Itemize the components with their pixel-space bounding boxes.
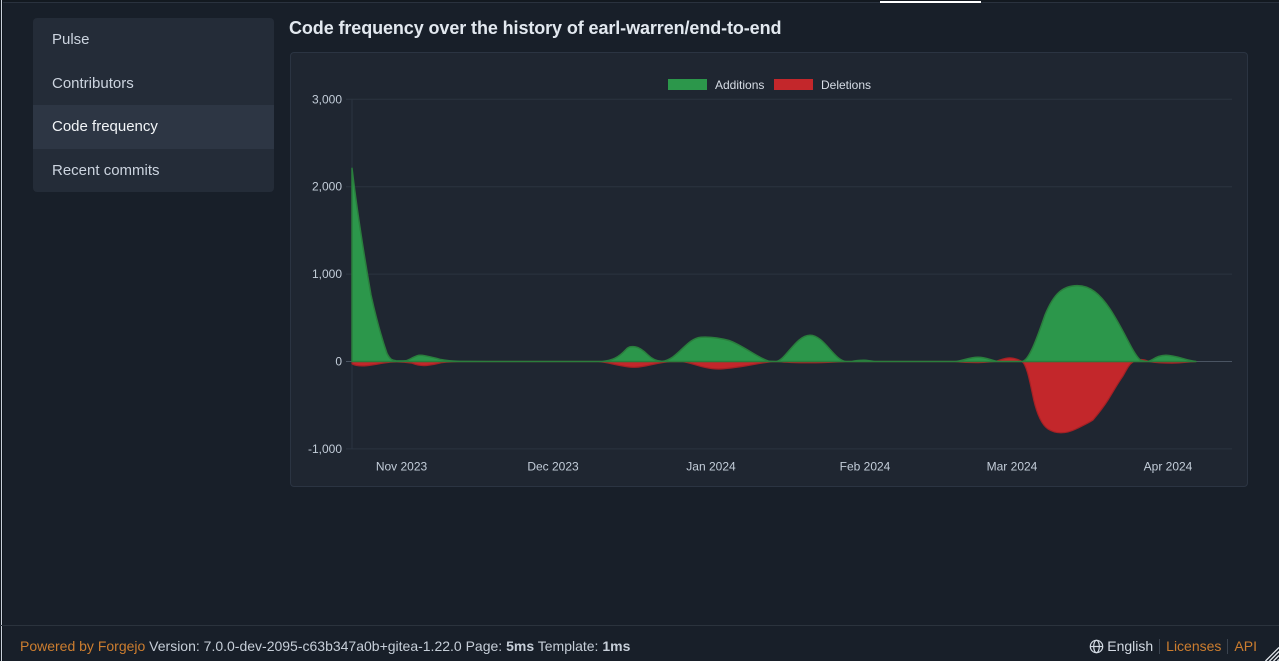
svg-text:0: 0 xyxy=(335,355,342,369)
svg-text:3,000: 3,000 xyxy=(312,92,342,106)
svg-text:2,000: 2,000 xyxy=(312,180,342,194)
svg-text:Mar 2024: Mar 2024 xyxy=(987,460,1038,474)
svg-text:Apr 2024: Apr 2024 xyxy=(1144,460,1193,474)
svg-text:-1,000: -1,000 xyxy=(308,442,342,456)
svg-text:1,000: 1,000 xyxy=(312,267,342,281)
svg-text:Feb 2024: Feb 2024 xyxy=(840,460,891,474)
svg-text:Dec 2023: Dec 2023 xyxy=(527,460,579,474)
svg-text:Additions: Additions xyxy=(715,78,764,92)
svg-text:Nov 2023: Nov 2023 xyxy=(376,460,428,474)
svg-text:Deletions: Deletions xyxy=(821,78,871,92)
svg-text:Jan 2024: Jan 2024 xyxy=(686,460,736,474)
